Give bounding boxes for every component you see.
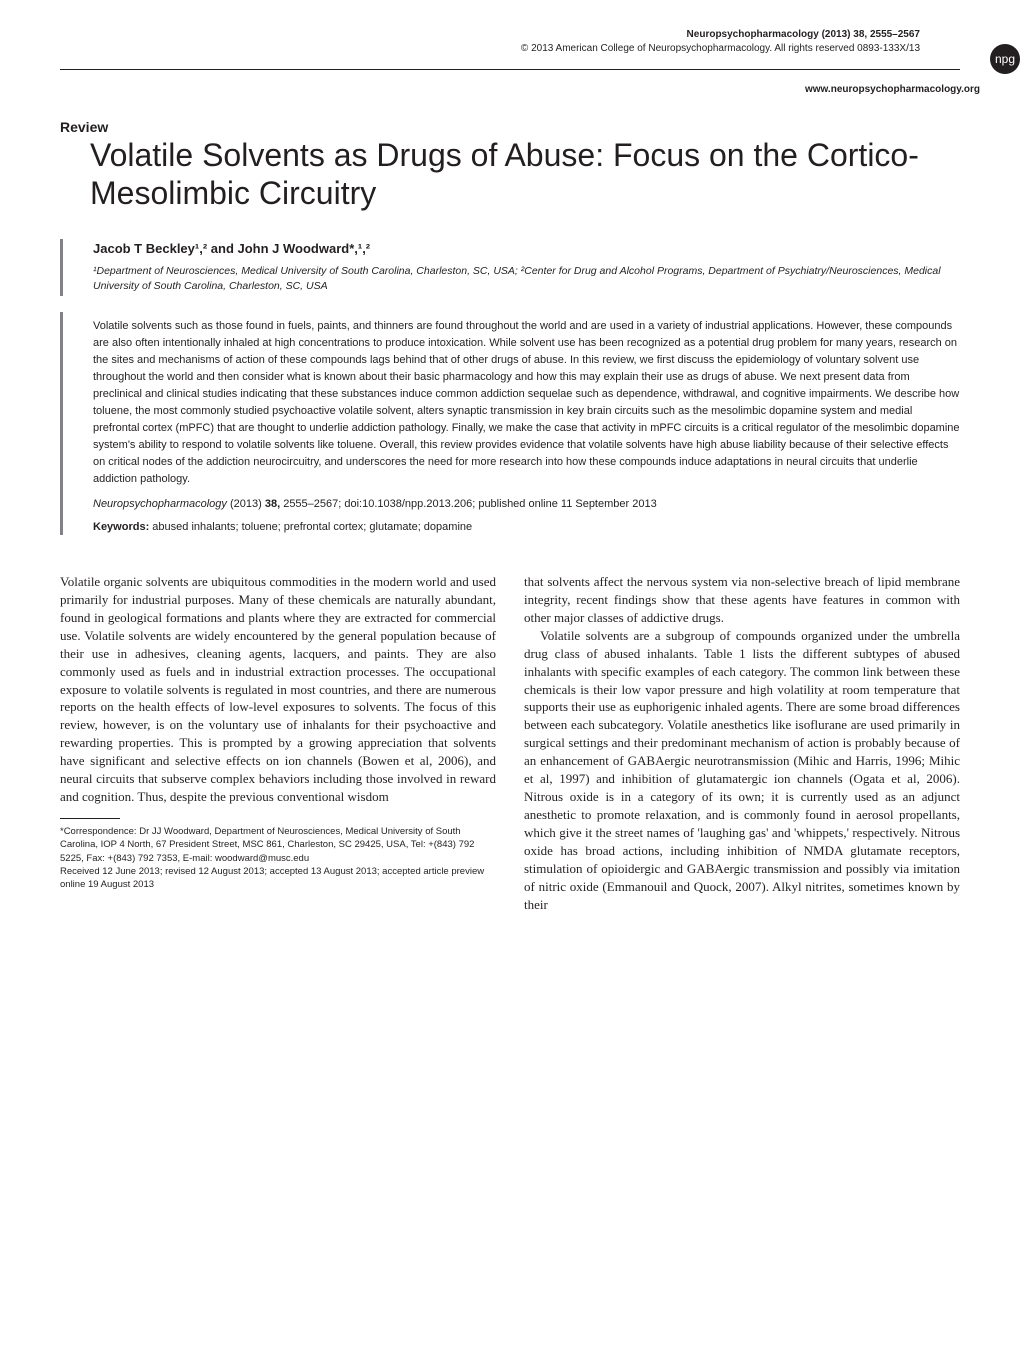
citation-line: Neuropsychopharmacology (2013) 38, 2555–… (93, 496, 960, 513)
journal-meta: Neuropsychopharmacology (2013) 38, 2555–… (60, 28, 960, 55)
body-text: Volatile organic solvents are ubiquitous… (0, 543, 1020, 954)
keywords-text: abused inhalants; toluene; prefrontal co… (149, 521, 472, 533)
body-para-3: Volatile solvents are a subgroup of comp… (524, 627, 960, 914)
footnote-block: *Correspondence: Dr JJ Woodward, Departm… (60, 825, 496, 891)
correspondence: *Correspondence: Dr JJ Woodward, Departm… (60, 825, 496, 865)
section-label: Review (60, 119, 960, 135)
title-block: Review Volatile Solvents as Drugs of Abu… (0, 95, 1020, 535)
page-header: Neuropsychopharmacology (2013) 38, 2555–… (0, 0, 1020, 65)
affiliations: ¹Department of Neurosciences, Medical Un… (93, 264, 960, 294)
publisher-badge: npg (990, 44, 1020, 74)
keywords-label: Keywords: (93, 521, 149, 533)
body-para-2: that solvents affect the nervous system … (524, 573, 960, 627)
keywords: Keywords: abused inhalants; toluene; pre… (93, 521, 960, 533)
citation-volume: 38, (265, 498, 280, 510)
citation-journal: Neuropsychopharmacology (93, 498, 227, 510)
article-history: Received 12 June 2013; revised 12 August… (60, 865, 496, 892)
authors-block: Jacob T Beckley¹,² and John J Woodward*,… (60, 239, 960, 296)
journal-citation: Neuropsychopharmacology (2013) 38, 2555–… (687, 29, 920, 40)
abstract-text: Volatile solvents such as those found in… (93, 318, 960, 488)
body-para-1: Volatile organic solvents are ubiquitous… (60, 573, 496, 806)
authors: Jacob T Beckley¹,² and John J Woodward*,… (93, 241, 960, 256)
website-url: www.neuropsychopharmacology.org (0, 70, 1020, 95)
article-title: Volatile Solvents as Drugs of Abuse: Foc… (60, 137, 960, 213)
abstract-block: Volatile solvents such as those found in… (60, 312, 960, 535)
copyright-line: © 2013 American College of Neuropsychoph… (521, 43, 920, 54)
footnote-separator (60, 818, 120, 819)
citation-rest: (2013) 38, 2555–2567; doi:10.1038/npp.20… (227, 498, 657, 510)
